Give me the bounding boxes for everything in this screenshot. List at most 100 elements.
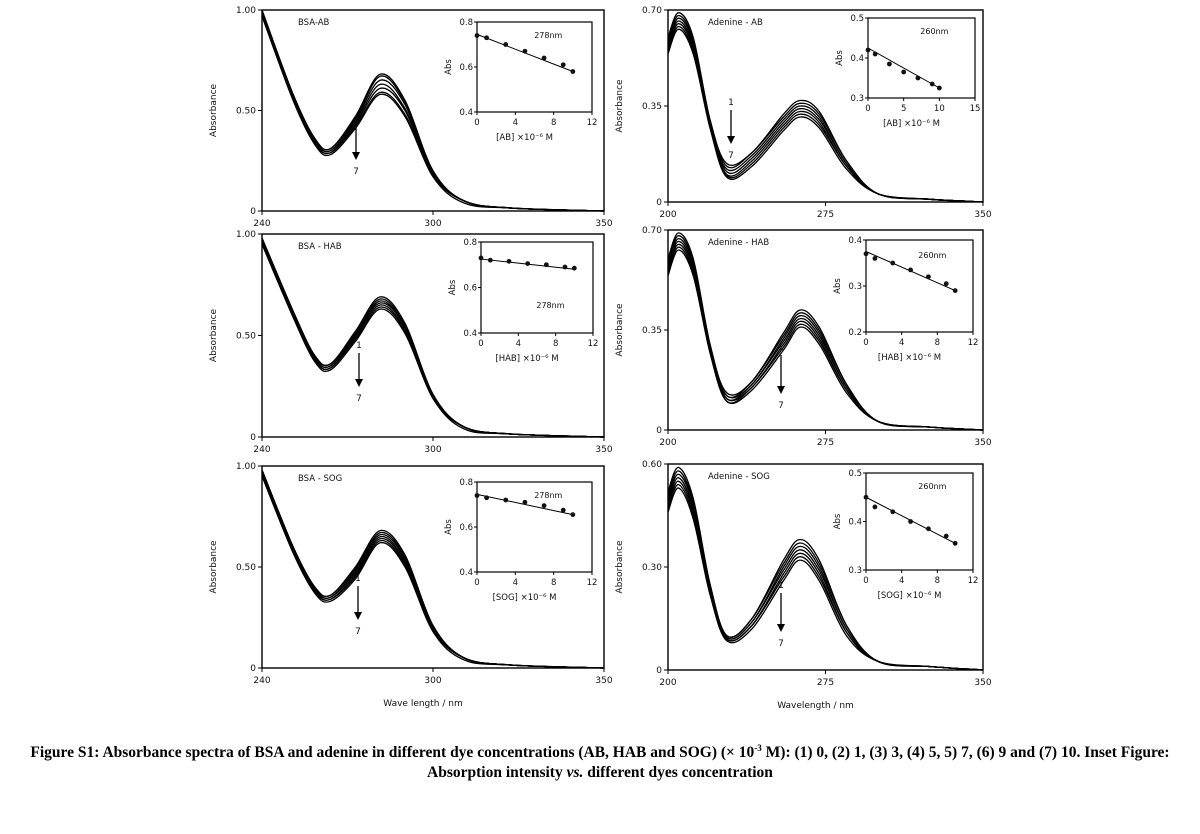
inset-data-point: [570, 512, 576, 518]
spectrum-line: [261, 15, 605, 212]
inset-x-tick-label: 0: [474, 118, 479, 128]
inset-y-tick-label: 0.3: [848, 282, 862, 292]
y-tick-label: 0: [656, 426, 662, 436]
inset-frame: [476, 481, 593, 573]
series-label-last: 7: [778, 401, 784, 411]
series-label-last: 7: [778, 639, 784, 649]
inset-y-tick-label: 0.8: [459, 478, 473, 488]
inset-data-point: [901, 69, 907, 75]
inset-data-point: [560, 62, 566, 68]
inset-data-point: [929, 81, 935, 87]
inset-x-tick-label: 4: [516, 339, 521, 349]
inset-data-point: [541, 503, 547, 509]
inset-x-axis-label: [SOG] ×10⁻⁶ M: [493, 593, 557, 603]
inset-wavelength-label: 260nm: [920, 27, 948, 36]
panel-bsa-sog: 0 0.50 1.00 240 300 350 Absorbance Wave length …: [209, 462, 613, 709]
figure-caption: Figure S1: Absorbance spectra of BSA and…: [20, 738, 1180, 783]
spectrum-line: [667, 28, 984, 203]
inset-wavelength-label: 278nm: [534, 491, 562, 500]
inset-data-point: [952, 540, 958, 546]
inset-x-tick-label: 4: [513, 578, 518, 588]
inset-data-point: [503, 42, 509, 47]
inset-x-tick-label: 12: [968, 338, 979, 348]
arrow-head: [777, 624, 785, 632]
inset-data-point: [474, 493, 480, 498]
y-axis-label: Absorbance: [615, 79, 625, 133]
inset-x-tick-label: 8: [551, 578, 556, 588]
inset-y-tick-label: 0.2: [848, 328, 862, 338]
inset-y-tick-label: 0.4: [459, 108, 473, 118]
inset-x-tick-label: 8: [935, 338, 940, 348]
panel-title: Adenine - HAB: [708, 238, 769, 248]
arrow-head: [355, 379, 363, 387]
y-tick-label: 0: [250, 207, 256, 217]
y-tick-label: 0: [656, 666, 662, 676]
inset-x-tick-label: 5: [901, 104, 906, 114]
caption-exponent: -3: [754, 743, 762, 753]
inset-x-tick-label: 0: [478, 339, 483, 349]
spectrum-line: [667, 487, 984, 671]
inset-x-tick-label: 15: [970, 104, 981, 114]
y-axis-label: Absorbance: [615, 303, 625, 357]
caption-text-2: M): (1) 0, (2) 1, (3) 3, (4) 5, 5) 7, (6…: [427, 744, 1170, 782]
series-label-first: 1: [778, 343, 784, 353]
y-tick-label: 0.35: [642, 102, 662, 112]
inset-y-tick-label: 0.8: [459, 18, 473, 28]
inset-data-point: [872, 51, 878, 57]
panel-title: BSA-AB: [298, 18, 330, 28]
x-tick-label: 240: [253, 676, 270, 686]
y-axis-label: Absorbance: [209, 308, 219, 362]
x-axis-label: Wavelength / nm: [777, 701, 854, 711]
inset-frame: [476, 21, 593, 113]
inset-y-tick-label: 0.6: [459, 63, 473, 73]
inset-data-point: [887, 61, 892, 67]
arrow-head: [777, 386, 785, 394]
y-tick-label: 0: [250, 433, 256, 443]
series-label-first: 1: [355, 574, 361, 584]
inset-data-point: [865, 47, 871, 53]
x-tick-label: 350: [974, 438, 991, 448]
inset-y-tick-label: 0.4: [848, 518, 862, 528]
inset-x-tick-label: 12: [588, 339, 599, 349]
inset-bsa-hab: 0.4 0.6 0.8 0 4 8 12 Abs [HAB] ×10⁻⁶ M 278nm: [448, 238, 598, 364]
inset-y-tick-label: 0.3: [848, 566, 862, 576]
inset-adenine-ab: 0.3 0.4 0.5 0 5 10 15 Abs [AB] ×10⁻⁶ M 260nm: [835, 14, 980, 129]
series-label-last: 7: [356, 394, 362, 404]
inset-data-point: [560, 507, 566, 513]
inset-y-tick-label: 0.5: [848, 469, 862, 479]
inset-y-tick-label: 0.4: [459, 568, 473, 578]
y-axis-label: Absorbance: [209, 540, 219, 594]
inset-y-tick-label: 0.6: [459, 523, 473, 533]
inset-adenine-hab: 0.2 0.3 0.4 0 4 8 12 Abs [HAB] ×10⁻⁶ M 260nm: [833, 236, 978, 363]
panel-bsa-hab: 0 0.50 1.00 240 300 350 Absorbance BSA - HAB 1 7 0…: [209, 230, 613, 455]
x-tick-label: 350: [595, 219, 612, 229]
inset-x-tick-label: 8: [553, 339, 558, 349]
inset-data-point: [570, 69, 576, 74]
x-tick-label: 300: [424, 445, 441, 455]
spectrum-line: [261, 473, 605, 669]
inset-data-point: [952, 288, 958, 293]
inset-data-point: [936, 85, 942, 91]
x-tick-label: 240: [253, 219, 270, 229]
x-tick-label: 240: [253, 445, 270, 455]
series-label-first: 1: [728, 98, 734, 108]
y-tick-label: 1.00: [236, 6, 256, 16]
inset-y-tick-label: 0.4: [848, 236, 862, 246]
panel-title: Adenine - AB: [708, 18, 763, 28]
inset-data-point: [872, 256, 878, 261]
x-tick-label: 350: [595, 445, 612, 455]
y-tick-label: 0.50: [236, 332, 256, 342]
arrow-head: [727, 136, 735, 144]
inset-x-tick-label: 0: [863, 576, 868, 586]
series-label-first: 1: [778, 581, 784, 591]
inset-frame: [865, 472, 974, 571]
y-tick-label: 0: [656, 198, 662, 208]
x-tick-label: 200: [659, 438, 676, 448]
inset-y-tick-label: 0.4: [463, 329, 477, 339]
inset-data-point: [487, 257, 493, 263]
inset-wavelength-label: 260nm: [918, 482, 946, 491]
inset-data-point: [506, 258, 512, 264]
inset-data-point: [863, 494, 869, 500]
